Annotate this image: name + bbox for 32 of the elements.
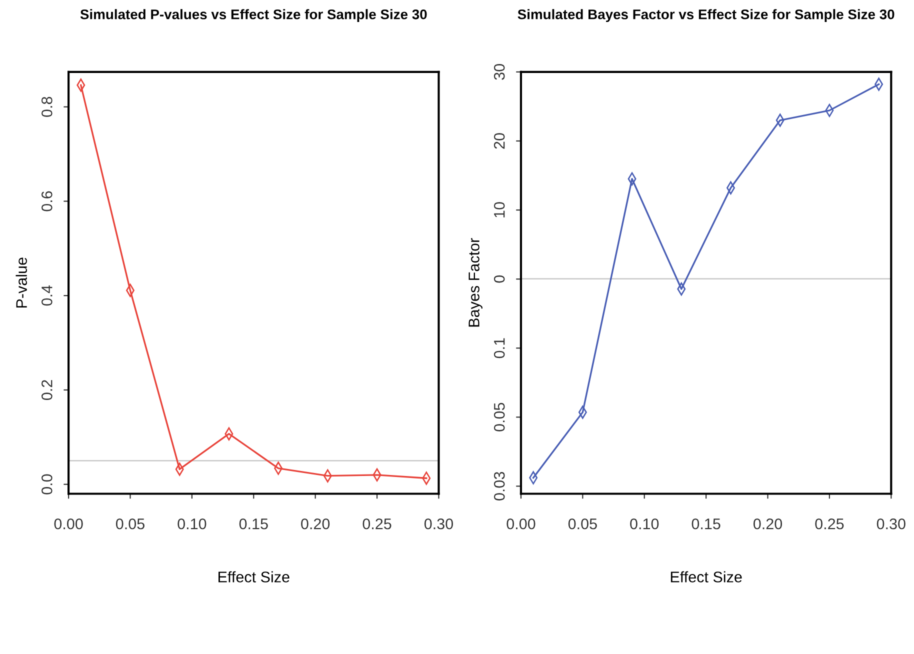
category-label: 20 [494, 133, 505, 149]
y-tick-label: 0.4 [42, 285, 52, 306]
x-tick-label: 0.10 [178, 518, 206, 530]
y-tick-label: 0.6 [42, 191, 52, 212]
x-tick-label: 0.15 [692, 518, 720, 530]
x-tick-label: 0.30 [424, 518, 453, 530]
x-tick-label: 0.00 [54, 518, 83, 530]
y-axis-title: Bayes Factor [468, 238, 482, 327]
x-tick-label: 0.20 [753, 518, 782, 530]
x-axis-title: Effect Size [218, 571, 290, 582]
x-tick-label: 0.05 [568, 518, 597, 530]
x-axis-title: Effect Size [670, 571, 742, 582]
category-label: 30 [494, 64, 505, 80]
x-tick-label: 0.05 [116, 518, 144, 530]
category-label: 0.1 [494, 338, 505, 358]
chart-title: Simulated Bayes Factor vs Effect Size for Sample Size 30 [518, 9, 894, 22]
category-label: 0.05 [494, 402, 505, 432]
y-tick-label: 0.2 [42, 380, 52, 400]
x-tick-label: 0.00 [506, 518, 536, 530]
category-label: 10 [494, 202, 505, 218]
x-tick-label: 0.20 [301, 518, 330, 530]
category-label: 0.03 [494, 472, 505, 500]
y-tick-label: 0.8 [42, 96, 52, 117]
x-tick-label: 0.10 [630, 518, 659, 530]
x-tick-label: 0.30 [876, 518, 906, 530]
category-label: 0 [494, 275, 505, 283]
x-tick-label: 0.25 [815, 518, 844, 530]
y-axis-title: P-value [16, 258, 27, 308]
y-tick-label: 0.0 [42, 474, 52, 494]
chart-title: Simulated P-values vs Effect Size for Sample Size 30 [80, 9, 427, 22]
x-tick-label: 0.15 [239, 518, 268, 530]
x-tick-label: 0.25 [362, 518, 392, 530]
